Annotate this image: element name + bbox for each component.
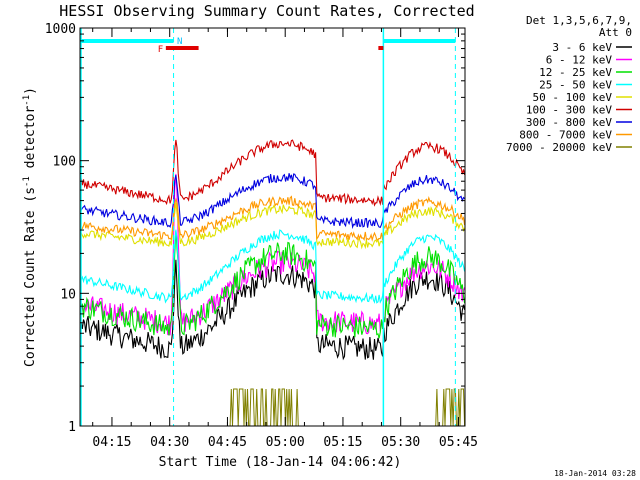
series-line-4 — [79, 202, 466, 250]
x-tick-label: 05:15 — [323, 435, 362, 450]
x-axis-label: Start Time (18-Jan-14 04:06:42) — [159, 455, 402, 470]
y-tick-label: 10 — [60, 287, 76, 302]
night-bar — [383, 39, 456, 43]
fast-bar — [378, 46, 384, 50]
detector-info-2: Att 0 — [599, 26, 632, 39]
series-line-2 — [79, 230, 466, 339]
series-traces — [79, 139, 466, 427]
x-axis: 04:15 04:30 04:45 05:00 05:15 05:30 05:45 — [92, 28, 478, 450]
x-tick-label: 04:15 — [92, 435, 131, 450]
legend-label: 25 - 50 keV — [539, 79, 612, 92]
x-tick-label: 05:45 — [439, 435, 478, 450]
legend-label: 7000 - 20000 keV — [506, 141, 612, 154]
legend-label: 50 - 100 keV — [533, 91, 613, 104]
series-line-5 — [79, 139, 466, 207]
x-tick-label: 04:45 — [208, 435, 247, 450]
fast-bar — [165, 46, 199, 50]
night-label: N — [177, 37, 182, 47]
plot-frame — [79, 27, 466, 427]
timestamp: 18-Jan-2014 03:28 — [554, 469, 636, 478]
flag-bars: FN — [80, 28, 456, 426]
x-tick-label: 04:30 — [150, 435, 189, 450]
fast-label: F — [158, 45, 163, 55]
series-line-3 — [79, 229, 466, 304]
x-tick-label: 05:30 — [381, 435, 420, 450]
series-line-8 — [80, 388, 466, 427]
legend-label: 300 - 800 keV — [526, 116, 612, 129]
series-line-7 — [79, 195, 466, 242]
y-tick-label: 1000 — [45, 22, 76, 37]
legend-label: 6 - 12 keV — [546, 54, 613, 67]
chart-title: HESSI Observing Summary Count Rates, Cor… — [59, 2, 474, 20]
y-tick-label: 1 — [68, 420, 76, 435]
night-bar — [80, 39, 174, 43]
legend-label: 100 - 300 keV — [526, 104, 612, 117]
y-axis: 1 10 100 1000 — [45, 22, 465, 435]
legend-label: 12 - 25 keV — [539, 66, 612, 79]
legend-label: 800 - 7000 keV — [519, 129, 612, 142]
series-line-0 — [79, 259, 466, 361]
y-axis-label: Corrected Count Rate (s-1 detector-1) — [22, 87, 38, 367]
series-line-1 — [79, 173, 466, 336]
y-tick-label: 100 — [53, 155, 76, 170]
legend-label: 3 - 6 keV — [552, 41, 612, 54]
detector-info-1: Det 1,3,5,6,7,9, — [526, 14, 632, 27]
series-line-6 — [79, 173, 465, 230]
x-tick-label: 05:00 — [266, 435, 305, 450]
